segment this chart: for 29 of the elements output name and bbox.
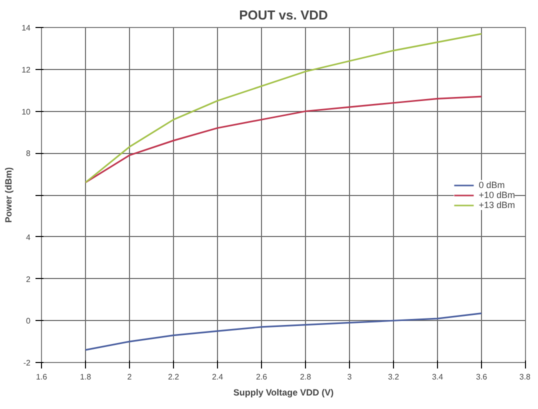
- x-tick-label: 2.6: [256, 372, 268, 382]
- y-axis-title: Power (dBm): [4, 167, 14, 223]
- x-tick-label: 2: [127, 372, 132, 382]
- x-tick-label: 1.8: [80, 372, 92, 382]
- legend-label: 0 dBm: [478, 180, 505, 190]
- y-tick-label: 0: [26, 316, 32, 326]
- y-tick-label: 4: [26, 232, 32, 242]
- y-tick-label: -2: [23, 358, 32, 368]
- x-tick-label: 2.8: [300, 372, 312, 382]
- y-tick-label: 2: [26, 274, 32, 284]
- y-tick-label: 8: [26, 149, 32, 158]
- line-series: [84, 312, 482, 351]
- x-tick-label: 3.6: [476, 372, 488, 382]
- line-series: [84, 96, 482, 184]
- x-tick-label: 1.6: [36, 372, 48, 382]
- chart-title: POUT vs. VDD: [239, 8, 328, 22]
- y-tick-label: 14: [22, 24, 32, 32]
- x-tick-label: 2.2: [168, 372, 180, 382]
- x-tick-label: 3: [347, 372, 352, 382]
- legend-label: +10 dBm: [478, 190, 515, 200]
- x-tick-label: 3.4: [432, 372, 444, 382]
- y-tick-label: 10: [22, 107, 32, 116]
- line-series: [84, 32, 482, 184]
- x-axis-title: Supply Voltage VDD (V): [233, 388, 334, 398]
- legend-label: +13 dBm: [478, 200, 515, 210]
- x-tick-label: 3.2: [388, 372, 400, 382]
- x-tick-label: 3.8: [519, 372, 532, 382]
- y-tick-label: 12: [22, 65, 32, 74]
- x-tick-label: 2.4: [212, 372, 224, 382]
